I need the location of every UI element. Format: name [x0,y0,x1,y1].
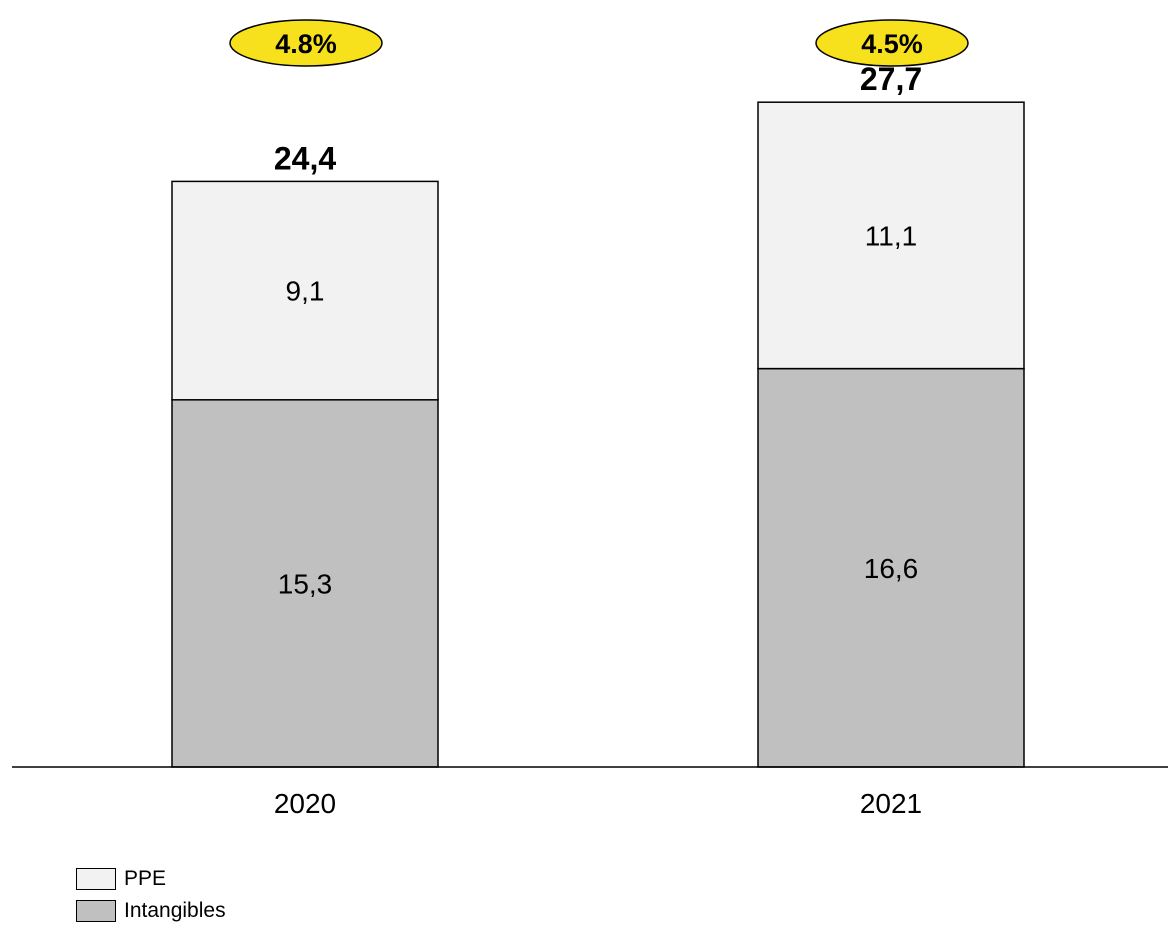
bar-segment-ppe-2021 [757,101,1025,370]
total-label-2021: 27,7 [860,61,922,97]
data-label-ppe-2020: 9,1 [286,276,325,307]
total-label-2020: 24,4 [274,140,336,176]
bar-segment-ppe-2020 [171,180,439,401]
data-label-intangibles-2021: 16,6 [864,553,919,584]
badge-2020 [229,19,383,67]
x-tick-label-2021: 2021 [860,788,922,819]
badge-label-2021: 4.5% [861,29,923,59]
data-label-ppe-2021: 11,1 [865,220,917,251]
legend-label-ppe: PPE [124,867,167,890]
bar-segment-intangibles-2020 [171,399,439,768]
legend-label-intangibles: Intangibles [124,899,226,922]
badge-2021 [815,19,969,67]
legend-swatch-intangibles [76,900,116,922]
data-label-intangibles-2020: 15,3 [278,568,333,599]
legend: PPE Intangibles [76,863,226,927]
legend-item-intangibles: Intangibles [76,895,226,927]
bar-segment-intangibles-2021 [757,367,1025,768]
x-tick-label-2020: 2020 [274,788,336,819]
badge-label-2020: 4.8% [275,29,337,59]
legend-item-ppe: PPE [76,863,226,895]
legend-swatch-ppe [76,868,116,890]
